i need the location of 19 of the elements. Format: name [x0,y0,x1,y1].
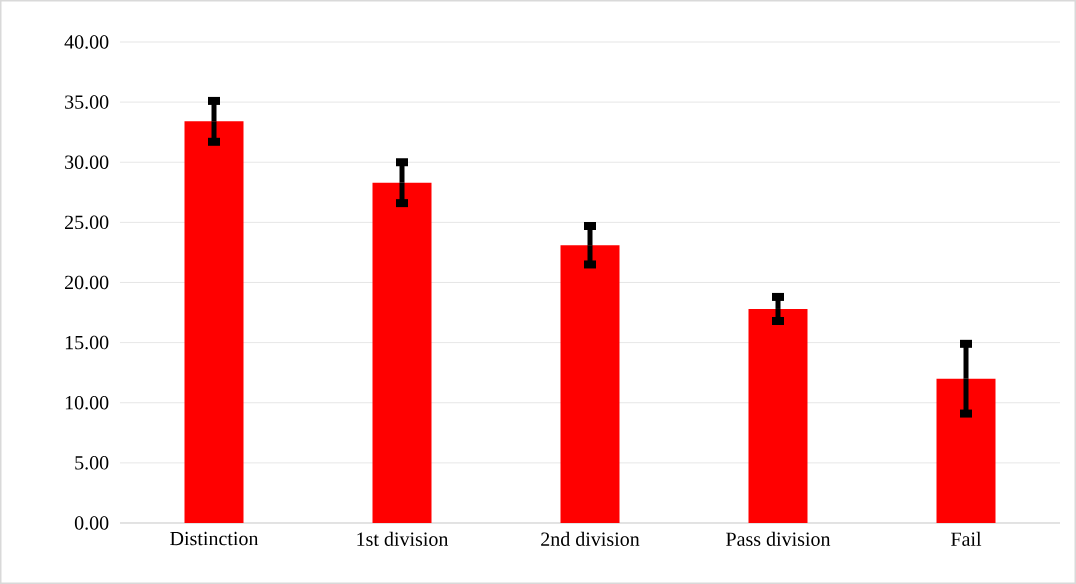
x-tick-label: 2nd division [541,531,640,546]
y-tick-label: 0.00 [74,516,109,530]
y-tick-label: 30.00 [65,155,109,170]
x-tick-label: Fail [951,531,982,546]
y-tick-label: 20.00 [65,275,109,290]
bar [372,182,432,523]
y-tick-label: 10.00 [65,395,109,410]
x-tick-label: 1st division [357,531,449,546]
bar [748,308,808,523]
x-tick-label: Distinction [170,531,259,546]
y-tick-label: 15.00 [65,335,109,350]
y-tick-label: 35.00 [65,95,109,109]
bar [560,245,620,523]
y-tick-label: 25.00 [65,215,109,230]
bar [184,121,244,523]
y-tick-label: 5.00 [75,456,109,470]
x-tick-label: Pass division [726,531,831,546]
y-tick-label: 40.00 [64,35,109,49]
bar [936,378,996,523]
